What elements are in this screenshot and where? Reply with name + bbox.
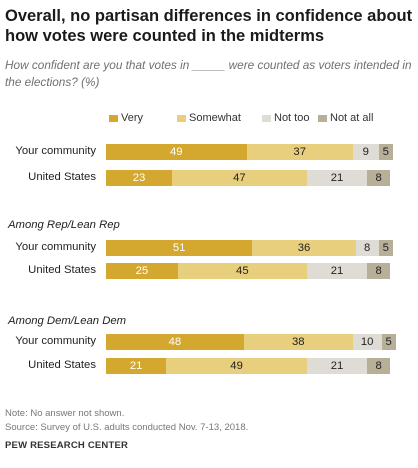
legend-label-somewhat: Somewhat [189,112,241,124]
chart-source: Source: Survey of U.S. adults conducted … [5,422,249,433]
bar-segment-somewhat: 38 [243,334,353,350]
row-label: United States [28,171,96,183]
bar-segment-not-at_all: 5 [378,144,393,160]
bar-segment-not-at_all: 8 [367,263,391,279]
chart-note: Note: No answer not shown. [5,408,125,419]
bar-segment-not-too: 8 [355,240,379,256]
bar-segment-not-too: 10 [352,334,382,350]
legend-label-not-at_all: Not at all [330,112,374,124]
legend-swatch-somewhat [177,115,186,122]
legend-label-not-too: Not too [274,112,310,124]
chart-subtitle: How confident are you that votes in ____… [5,58,412,89]
row-label: United States [28,264,96,276]
bar-segment-somewhat: 47 [172,170,307,186]
legend-swatch-not-at_all [318,115,327,122]
bar-segment-somewhat: 45 [177,263,307,279]
chart-title: Overall, no partisan differences in conf… [5,7,413,45]
legend-swatch-very [109,115,118,122]
bar-segment-very: 25 [106,263,178,279]
bar-segment-very: 23 [106,170,172,186]
bar-segment-not-too: 21 [306,263,368,279]
bar-segment-not-at_all: 5 [378,240,393,256]
group-label: Among Rep/Lean Rep [8,219,120,231]
row-label: Your community [15,241,96,253]
chart-legend: Very Somewhat Not too Not at all [0,112,418,126]
bar-segment-very: 21 [106,358,167,374]
bar-segment-not-too: 21 [306,358,368,374]
group-label: Among Dem/Lean Dem [8,315,127,327]
bar-segment-somewhat: 36 [252,240,356,256]
row-label: Your community [15,145,96,157]
row-label: Your community [15,335,96,347]
bar-segment-very: 49 [106,144,247,160]
legend-swatch-not-too [262,115,271,122]
bar-segment-somewhat: 49 [166,358,307,374]
bar-segment-very: 48 [106,334,244,350]
row-label: United States [28,359,96,371]
bar-segment-not-too: 9 [352,144,379,160]
bar-segment-not-too: 21 [306,170,368,186]
bar-segment-not-at_all: 8 [367,358,391,374]
legend-label-very: Very [121,112,144,124]
pew-research-center-logo: PEW RESEARCH CENTER [5,440,129,451]
bar-segment-not-at_all: 8 [367,170,391,186]
bar-segment-not-at_all: 5 [381,334,396,350]
bar-segment-somewhat: 37 [246,144,353,160]
bar-segment-very: 51 [106,240,253,256]
